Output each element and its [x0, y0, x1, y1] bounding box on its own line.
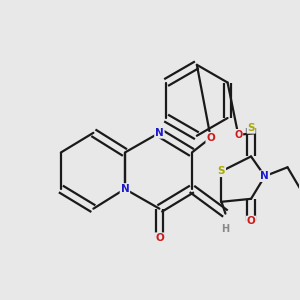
Text: S: S	[218, 166, 225, 176]
Text: H: H	[221, 224, 230, 233]
Text: S: S	[247, 123, 255, 133]
Text: O: O	[234, 130, 242, 140]
Text: N: N	[121, 184, 129, 194]
Text: O: O	[247, 217, 255, 226]
Text: O: O	[206, 133, 215, 143]
Text: O: O	[155, 233, 164, 243]
Text: N: N	[155, 128, 164, 138]
Text: N: N	[260, 171, 269, 181]
